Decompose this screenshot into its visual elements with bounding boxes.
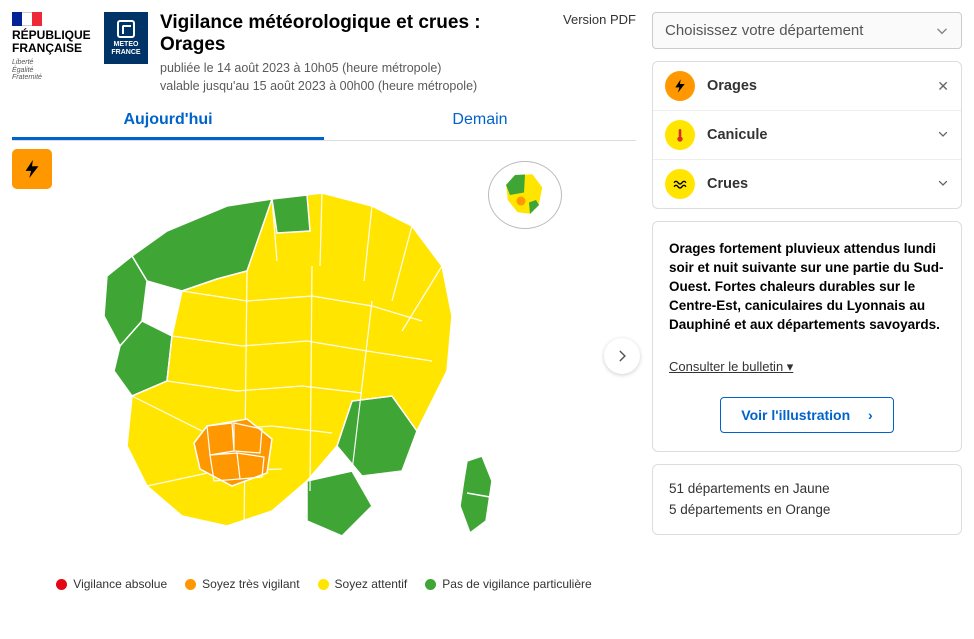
hazard-floods[interactable]: Crues [653,160,961,208]
chevron-right-icon [615,349,629,363]
french-flag-icon [12,12,42,26]
thermometer-icon [665,120,695,150]
map-area [12,141,636,571]
valid-line: valable jusqu'au 15 août 2023 à 00h00 (h… [160,78,551,96]
legend-none: Pas de vigilance particulière [425,577,591,591]
active-hazard-badge [12,149,52,189]
department-select-label: Choisissez votre département [665,22,863,39]
map-legend: Vigilance absolue Soyez très vigilant So… [12,577,636,591]
meteo-france-logo: METEO FRANCE [104,12,148,64]
department-select[interactable]: Choisissez votre département [652,12,962,49]
chevron-down-icon [937,176,949,192]
bulletin-card: Orages fortement pluvieux attendus lundi… [652,221,962,452]
main-column: RÉPUBLIQUE FRANÇAISE Liberté Égalité Fra… [12,12,636,591]
hazard-storms[interactable]: Orages ✕ [653,62,961,111]
day-tabs: Aujourd'hui Demain [12,103,636,141]
next-day-button[interactable] [604,338,640,374]
france-map[interactable] [72,171,512,571]
tab-today[interactable]: Aujourd'hui [12,103,324,140]
waves-icon [665,169,695,199]
gov-motto: Liberté Égalité Fraternité [12,59,92,82]
view-illustration-button[interactable]: Voir l'illustration › [720,397,893,433]
storms-icon [665,71,695,101]
department-counts-card: 51 départements en Jaune 5 départements … [652,464,962,535]
hazard-label: Canicule [707,127,925,143]
page-title: Vigilance météorologique et crues : Orag… [160,12,551,56]
hazard-label: Orages [707,78,925,94]
count-yellow: 51 départements en Jaune [669,479,945,499]
gov-logo: RÉPUBLIQUE FRANÇAISE Liberté Égalité Fra… [12,12,92,82]
tab-tomorrow[interactable]: Demain [324,103,636,140]
legend-absolute: Vigilance absolue [56,577,167,591]
close-icon: ✕ [937,78,949,95]
consult-bulletin-link[interactable]: Consulter le bulletin ▾ [669,359,793,375]
title-block: Vigilance météorologique et crues : Orag… [160,12,551,95]
hazard-label: Crues [707,176,925,192]
header: RÉPUBLIQUE FRANÇAISE Liberté Égalité Fra… [12,12,636,95]
published-line: publiée le 14 août 2023 à 10h05 (heure m… [160,60,551,78]
legend-attentive: Soyez attentif [318,577,408,591]
chevron-down-icon [937,127,949,143]
count-orange: 5 départements en Orange [669,500,945,520]
button-label: Voir l'illustration [741,407,850,423]
bulletin-text: Orages fortement pluvieux attendus lundi… [669,240,945,334]
chevron-down-icon [935,24,949,38]
page-container: RÉPUBLIQUE FRANÇAISE Liberté Égalité Fra… [0,0,974,603]
hazard-heatwave[interactable]: Canicule [653,111,961,160]
hazard-accordion: Orages ✕ Canicule Crues [652,61,962,209]
chevron-right-icon: › [868,407,873,423]
lightning-icon [21,158,43,180]
pdf-link[interactable]: Version PDF [563,12,636,27]
side-column: Choisissez votre département Orages ✕ Ca… [652,12,962,591]
gov-name: RÉPUBLIQUE FRANÇAISE [12,29,92,55]
legend-very-vigilant: Soyez très vigilant [185,577,299,591]
